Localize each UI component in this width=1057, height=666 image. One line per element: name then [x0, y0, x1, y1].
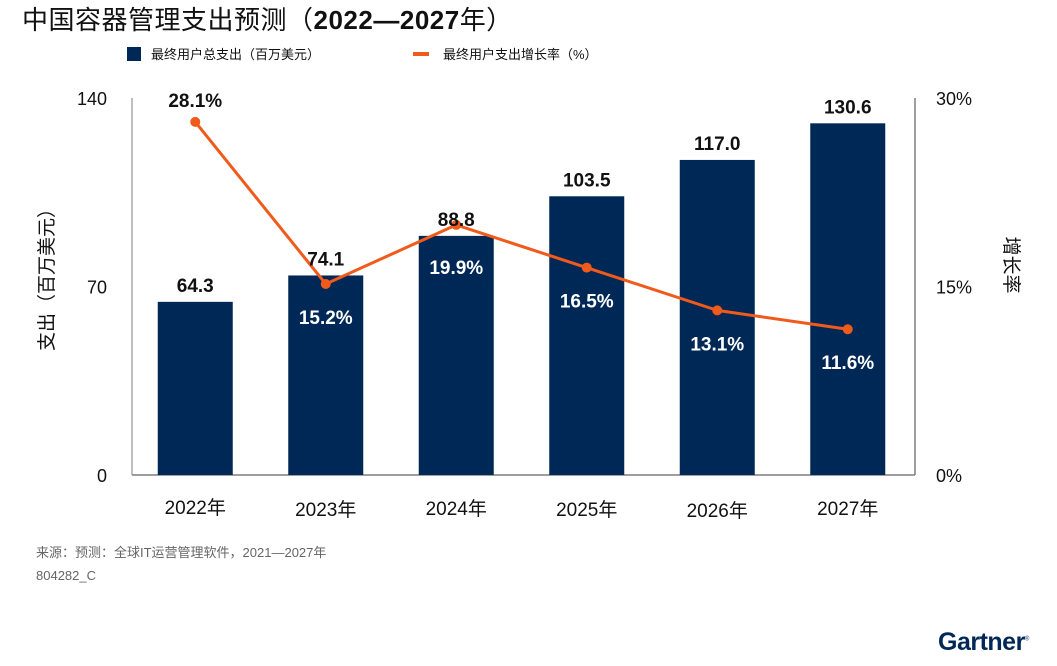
- growth-polyline: [194, 120, 848, 331]
- growth-point: [451, 219, 462, 230]
- legend-line-label: 最终用户支出增长率（%）: [443, 47, 598, 62]
- chart: 0 70 140 0% 15% 30% 支出（百万美元） 增长率 2022年 2023年 2024年…: [36, 89, 1022, 522]
- bar: [157, 301, 233, 475]
- gartner-logo: Gartner®: [938, 628, 1029, 657]
- title-suffix: 年）: [459, 6, 513, 36]
- y2-tick-label: 30%: [936, 89, 972, 109]
- bar: [810, 123, 886, 475]
- y2-tick-label: 15%: [936, 278, 972, 298]
- x-tick-label: 2027年: [817, 498, 878, 520]
- y-tick-label: 70: [87, 278, 107, 298]
- growth-line: [190, 116, 853, 335]
- data-labels: 64.3 74.1 88.8 103.5 117.0 130.6 28.1% 15.2% 19.…: [168, 91, 874, 374]
- title-prefix: 中国容器管理支出预测（: [22, 6, 314, 36]
- bar-value-label: 130.6: [824, 97, 872, 118]
- growth-value-label: 15.2%: [299, 308, 353, 329]
- bar-value-label: 117.0: [694, 134, 741, 155]
- legend-bar-swatch: [127, 46, 141, 61]
- growth-point: [581, 262, 592, 273]
- page-title: 中国容器管理支出预测（2022—2027年）: [22, 0, 513, 37]
- bar-value-label: 74.1: [307, 249, 344, 270]
- y-tick-label: 140: [77, 89, 107, 109]
- growth-point: [712, 305, 723, 316]
- bars: [157, 123, 886, 475]
- x-tick-label: 2022年: [165, 497, 226, 519]
- growth-value-label: 19.9%: [429, 258, 483, 279]
- growth-value-label: 28.1%: [168, 91, 222, 112]
- legend-bars-label: 最终用户总支出（百万美元）: [151, 47, 321, 62]
- growth-point: [320, 278, 331, 289]
- registered-mark: ®: [1024, 636, 1029, 643]
- bar: [549, 196, 625, 475]
- growth-value-label: 11.6%: [821, 353, 874, 374]
- legend-item-line: 最终用户支出增长率（%）: [413, 44, 598, 63]
- chart-code: 804282_C: [36, 568, 96, 583]
- growth-value-label: 13.1%: [690, 334, 744, 355]
- legend-line-swatch: [413, 51, 429, 56]
- legend-item-bars: 最终用户总支出（百万美元）: [127, 44, 320, 63]
- growth-point: [842, 324, 853, 335]
- source-note: 来源：预测：全球IT运营管理软件，2021—2027年: [36, 545, 327, 560]
- bar: [418, 235, 494, 475]
- title-years: 2022—2027: [313, 5, 460, 35]
- growth-value-label: 16.5%: [560, 292, 614, 313]
- axes: 0 70 140 0% 15% 30% 支出（百万美元） 增长率 2022年 2023年 2024年…: [36, 89, 1022, 522]
- y2-tick-label: 0%: [936, 466, 962, 486]
- x-tick-label: 2024年: [426, 498, 487, 520]
- y-tick-label: 0: [97, 466, 107, 486]
- bar-value-label: 64.3: [177, 276, 214, 297]
- logo-text: Gartner: [938, 628, 1025, 656]
- y-axis-label: 支出（百万美元）: [36, 199, 58, 351]
- bar: [679, 159, 755, 475]
- bar-value-label: 103.5: [563, 170, 611, 191]
- x-tick-label: 2025年: [556, 499, 617, 521]
- y2-axis-label: 增长率: [1000, 236, 1022, 293]
- x-tick-label: 2023年: [295, 499, 356, 521]
- bar: [288, 275, 364, 475]
- bar-value-label: 88.8: [438, 210, 475, 231]
- x-tick-label: 2026年: [687, 500, 748, 522]
- growth-point: [190, 116, 201, 127]
